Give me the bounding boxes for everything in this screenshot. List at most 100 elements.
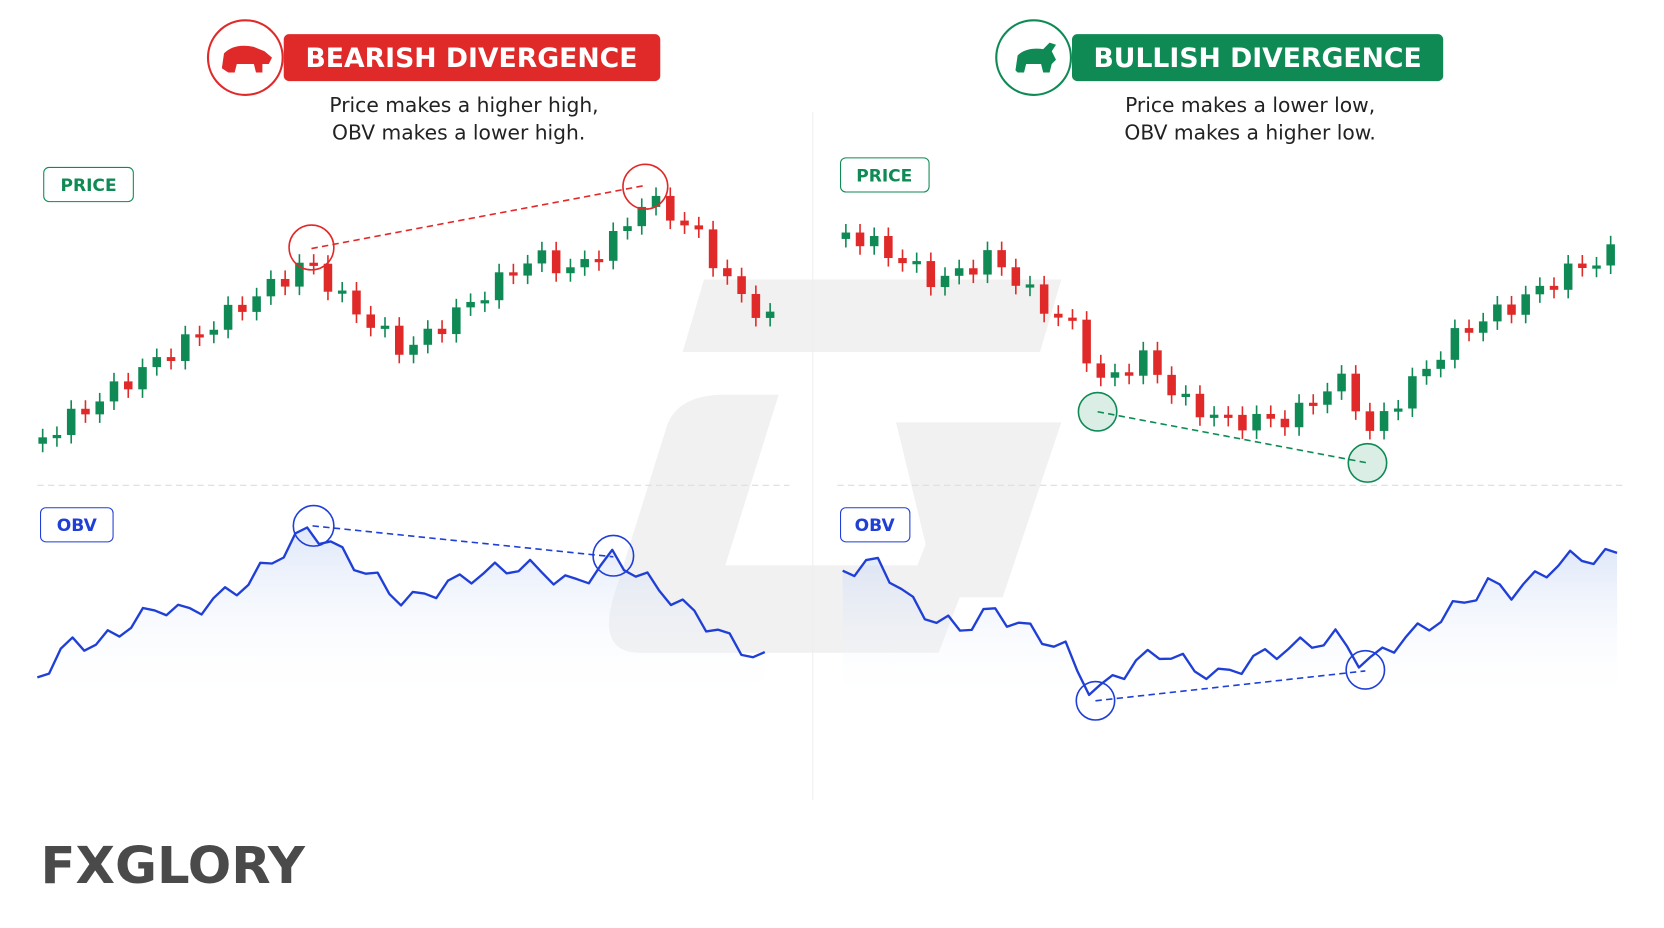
candle-body (437, 328, 447, 335)
candle-body (594, 259, 604, 263)
candle-body (509, 272, 518, 276)
candle-body (1266, 413, 1276, 419)
divergence-line (311, 184, 645, 250)
candle-body (580, 259, 589, 268)
low-circle (1077, 391, 1118, 432)
subtitle: OBV makes a higher low. (1124, 121, 1375, 145)
candle-body (869, 236, 879, 247)
candle-body (366, 314, 376, 328)
candle-body (694, 225, 704, 230)
candle-body (1025, 284, 1035, 288)
candle-body (1167, 374, 1176, 396)
candle-body (1549, 285, 1559, 290)
peak-circle (288, 224, 335, 271)
logo: FXGLORY (41, 836, 306, 896)
candle-body (884, 236, 893, 259)
watermark (608, 279, 1062, 653)
candle-body (480, 300, 490, 304)
candle-body (983, 250, 992, 275)
candle-body (1408, 376, 1417, 409)
candle-body (841, 232, 851, 239)
obv-area (37, 527, 765, 704)
candle-body (523, 263, 532, 276)
candle-body (1493, 304, 1502, 322)
subtitle: Price makes a higher high, (329, 93, 598, 117)
title-badge (1072, 34, 1444, 82)
candle-body (954, 268, 964, 276)
candle-body (680, 220, 689, 226)
candle-body (1153, 350, 1162, 375)
candle-body (1592, 265, 1601, 269)
candle-body (1195, 393, 1205, 418)
candle-body (1054, 313, 1063, 318)
candle-body (1535, 285, 1545, 295)
candle-body (1393, 408, 1403, 412)
candle-body (1209, 414, 1219, 418)
candle-body (223, 304, 233, 330)
candle-body (466, 301, 475, 308)
candle-body (751, 293, 761, 318)
candle-body (723, 268, 732, 277)
candle-body (551, 250, 561, 274)
candle-body (1139, 350, 1148, 376)
candle-body (109, 381, 119, 402)
obv-tag (40, 507, 114, 543)
price-label: PRICE (60, 176, 116, 196)
candle-body (1224, 414, 1233, 418)
candle-body (737, 276, 746, 294)
bull-shape (1015, 42, 1056, 73)
candle-body (1068, 317, 1077, 321)
candle-body (940, 275, 950, 288)
candle-body (1181, 393, 1191, 397)
candle-body (926, 261, 936, 288)
candle-body (409, 344, 418, 355)
candle-body (1578, 263, 1587, 268)
candle-body (997, 250, 1006, 268)
candle-body (1337, 373, 1346, 392)
candle-body (337, 290, 347, 294)
peak-circle (622, 163, 669, 210)
candle-body (1096, 363, 1106, 378)
markers (288, 163, 1388, 721)
candle-body (666, 195, 675, 221)
divergence-line (1095, 670, 1366, 702)
candle-body (1039, 284, 1049, 314)
obv-line (842, 547, 1618, 697)
obv-tag (839, 507, 911, 543)
candle-body (1436, 359, 1445, 369)
candle-body (352, 290, 361, 315)
low-circle (1345, 649, 1386, 690)
candle-body (1478, 321, 1488, 333)
candle-body (1351, 373, 1360, 412)
candle-body (1280, 418, 1290, 428)
title: BULLISH DIVERGENCE (1093, 43, 1421, 74)
candle-body (1082, 319, 1091, 364)
candle-body (1323, 391, 1332, 405)
candle-body (1422, 368, 1431, 377)
candle-body (708, 229, 718, 269)
candle-body (1507, 304, 1516, 315)
divergence-line (312, 525, 614, 558)
candle-body (855, 232, 865, 247)
candle-body (52, 434, 62, 439)
candle-body (1252, 413, 1261, 431)
candle-body (152, 357, 162, 368)
chart-marks (36, 187, 1618, 704)
candle-body (238, 304, 247, 312)
candle-body (969, 268, 978, 275)
candle-body (95, 401, 104, 415)
obv-area (842, 549, 1618, 704)
candle-body (1308, 402, 1318, 406)
low-circle (1347, 442, 1388, 483)
peak-circle (292, 504, 335, 547)
candle-body (423, 328, 433, 345)
candle-body (1238, 414, 1247, 431)
candle-body (494, 272, 504, 301)
candle-body (1464, 328, 1474, 333)
low-circle (1075, 680, 1116, 721)
candle-body (309, 262, 318, 266)
candle-body (651, 195, 661, 207)
candle-body (1110, 372, 1120, 378)
candle-body (1563, 263, 1573, 290)
